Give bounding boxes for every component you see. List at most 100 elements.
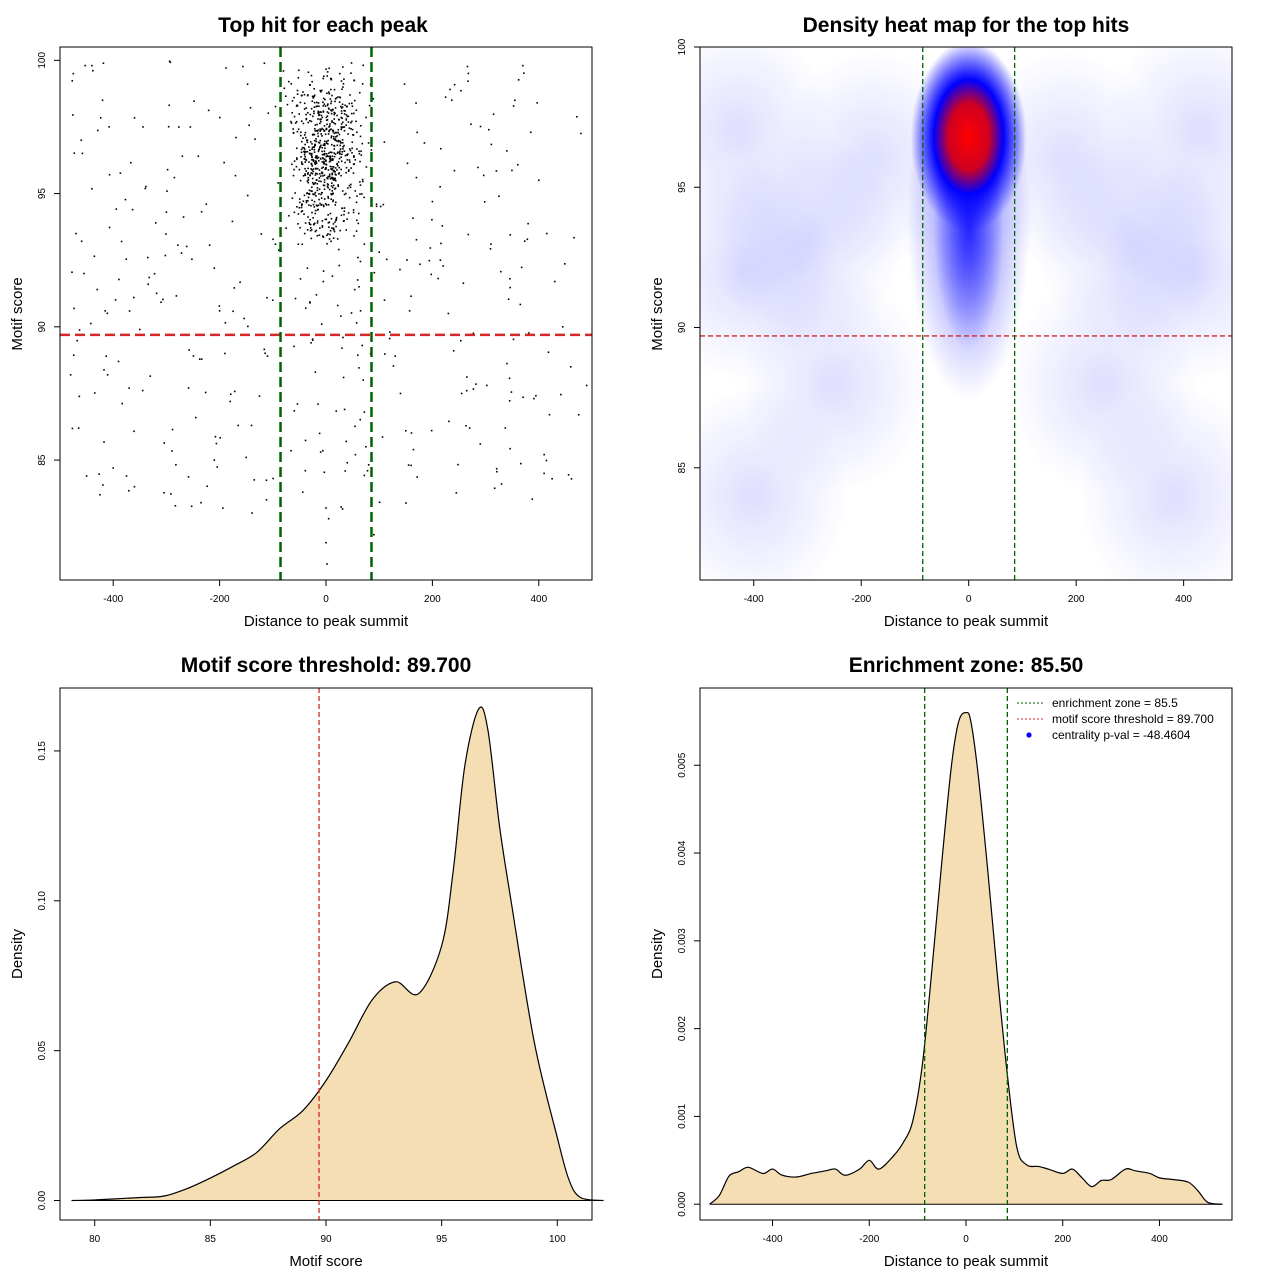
- scatter-point: [322, 166, 324, 169]
- heatmap-xtick-label: 400: [1175, 594, 1192, 605]
- scatter-point: [78, 395, 81, 398]
- scatter-point: [350, 167, 352, 169]
- scatter-point: [250, 424, 253, 427]
- scatter-point: [313, 151, 316, 153]
- scatter-point: [131, 208, 134, 211]
- scatter-point: [326, 242, 328, 245]
- scatter-point: [337, 185, 340, 187]
- scatter-point: [520, 266, 523, 269]
- scatter-point: [318, 148, 320, 151]
- scatter-point: [318, 198, 320, 201]
- scatter-point: [321, 220, 324, 222]
- scatter-point: [323, 184, 326, 187]
- heatmap-ytick-label: 90: [677, 322, 688, 334]
- scatter-point: [324, 147, 326, 150]
- scatter-point: [128, 310, 131, 312]
- scatter-point: [307, 71, 310, 74]
- scatter-point: [80, 240, 83, 243]
- scatter-point: [331, 178, 334, 180]
- scatter-point: [345, 440, 348, 443]
- scatter-point: [322, 110, 325, 112]
- scatter-point: [229, 393, 232, 396]
- legend-pval-point: [1026, 732, 1032, 738]
- scatter-point: [165, 211, 168, 214]
- scatter-point: [351, 147, 353, 150]
- scatter-point: [311, 155, 313, 158]
- scatter-point: [299, 201, 301, 204]
- scatter-point: [319, 139, 322, 142]
- scatter-point: [508, 399, 511, 402]
- scatter-point: [467, 80, 469, 83]
- scatter-point: [331, 94, 333, 97]
- scatter-point: [315, 178, 318, 181]
- scatter-point: [182, 216, 185, 218]
- scatter-point: [304, 136, 307, 139]
- scatter-point: [330, 193, 333, 196]
- scatter-point: [361, 178, 364, 181]
- scatter-point: [467, 233, 470, 236]
- scatter-point: [142, 126, 144, 128]
- scatter-point: [339, 140, 342, 143]
- scatter-point: [290, 449, 292, 452]
- scatter-point: [324, 218, 327, 221]
- scatter-point: [198, 358, 201, 360]
- scatter-point: [308, 221, 311, 224]
- scatter-point: [311, 100, 314, 103]
- scatter-point: [479, 125, 482, 128]
- scatter-point: [312, 115, 314, 118]
- scatter-point: [325, 128, 328, 131]
- scatter-point: [314, 212, 317, 215]
- scatter-point: [327, 169, 330, 171]
- scatter-point: [330, 151, 333, 154]
- scatter-point: [197, 155, 200, 158]
- scatter-point: [200, 501, 202, 504]
- scatter-point: [343, 150, 346, 152]
- score-density-xtick-label: 90: [320, 1234, 332, 1245]
- scatter-point: [102, 62, 105, 65]
- scatter-point: [301, 491, 304, 493]
- scatter-point: [327, 103, 329, 105]
- scatter-point: [310, 154, 313, 156]
- scatter-point: [312, 223, 315, 226]
- scatter-point: [346, 461, 349, 464]
- scatter-point: [362, 64, 365, 67]
- scatter-point: [310, 107, 313, 110]
- scatter-point: [309, 229, 312, 232]
- scatter-point: [344, 154, 347, 157]
- scatter-point: [324, 140, 326, 143]
- scatter-point: [291, 197, 294, 200]
- scatter-point: [99, 117, 102, 119]
- scatter-point: [246, 83, 249, 86]
- scatter-point: [351, 128, 354, 131]
- scatter-point: [311, 159, 313, 161]
- scatter-point: [329, 233, 331, 236]
- scatter-point: [272, 299, 274, 301]
- scatter-point: [333, 188, 336, 190]
- scatter-point: [319, 202, 321, 205]
- scatter-point: [147, 283, 149, 286]
- scatter-point: [462, 282, 465, 284]
- scatter-point: [314, 163, 317, 166]
- scatter-point: [163, 491, 165, 494]
- scatter-point: [330, 112, 333, 115]
- scatter-point: [563, 263, 566, 265]
- score-density-panel: Motif score threshold: 89.700 Motif scor…: [9, 654, 604, 1270]
- scatter-point: [322, 205, 325, 208]
- scatter-point: [343, 126, 346, 128]
- scatter-point: [344, 470, 347, 472]
- scatter-point: [249, 106, 252, 109]
- scatter-point: [345, 124, 348, 127]
- scatter-point: [350, 127, 352, 130]
- scatter-point: [322, 204, 325, 207]
- scatter-point: [108, 126, 110, 128]
- scatter-point: [320, 323, 323, 325]
- scatter-point: [102, 484, 104, 486]
- scatter-point: [305, 118, 308, 121]
- scatter-point: [340, 128, 343, 131]
- scatter-point: [406, 162, 409, 165]
- scatter-point: [538, 179, 540, 182]
- scatter-point: [311, 338, 314, 340]
- scatter-point: [357, 256, 359, 259]
- scatter-point: [322, 105, 325, 107]
- scatter-point: [451, 99, 453, 102]
